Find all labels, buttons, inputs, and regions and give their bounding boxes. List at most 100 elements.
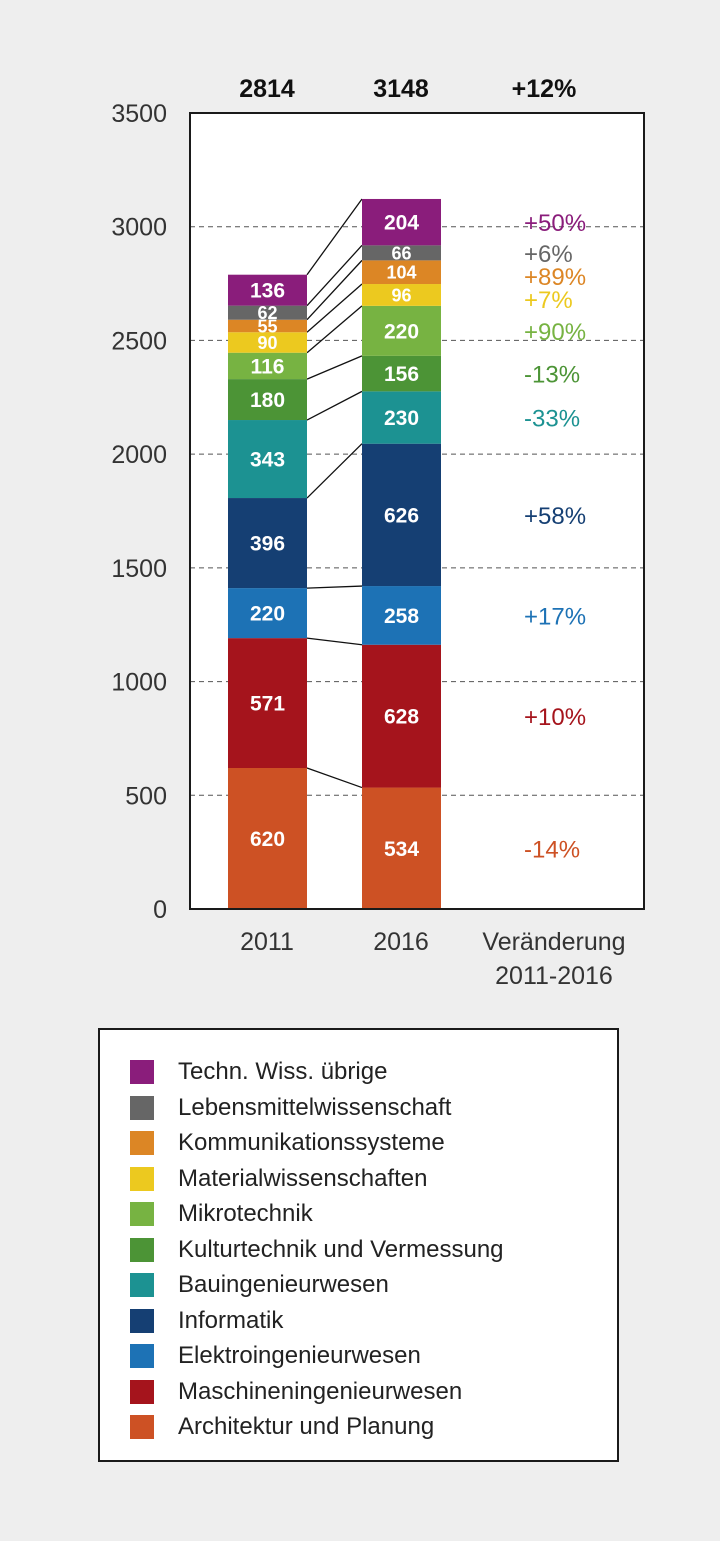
total-2011: 2814 — [239, 75, 295, 103]
totals-row: 2814 3148 +12% — [239, 75, 576, 103]
segment-label-2016-informatik: 626 — [384, 504, 419, 527]
segment-label-2016-kommunikationssysteme: 104 — [386, 263, 416, 283]
segment-label-2011-maschineningenieurwesen: 571 — [250, 693, 285, 716]
legend-swatch — [130, 1131, 154, 1155]
segment-label-2011-techn-wiss-ubrige: 136 — [250, 280, 285, 303]
bar-2016-mikrotechnik — [362, 305, 441, 356]
bar-2016-techn-wiss-ubrige — [362, 198, 441, 246]
bar-2016-lebensmittelwissenschaft — [362, 245, 441, 261]
x-axis: 2011 2016 Veränderung 2011-2016 — [240, 928, 625, 990]
bar-2011-maschineningenieurwesen — [228, 638, 307, 768]
bar-2011-kommunikationssysteme — [228, 319, 307, 333]
y-axis: 0 500 1000 1500 2000 2500 3000 3500 — [111, 100, 167, 924]
change-label-bauingenieurwesen: -33% — [524, 406, 580, 433]
plot-frame — [189, 112, 645, 910]
legend-swatch — [130, 1415, 154, 1439]
connector-bauingenieurwesen — [306, 390, 363, 421]
connector-informatik — [306, 443, 363, 499]
change-label-techn-wiss-ubrige: +50% — [524, 210, 586, 237]
legend-swatch — [130, 1308, 154, 1333]
change-label-maschineningenieurwesen: +10% — [524, 704, 586, 731]
legend-label: Kommunikationssysteme — [178, 1129, 445, 1156]
change-label-lebensmittelwissenschaft: +6% — [524, 241, 573, 268]
legend-swatch — [130, 1095, 154, 1120]
segment-label-2011-mikrotechnik: 116 — [251, 355, 285, 378]
connector-kulturtechnik-und-vermessung — [306, 355, 363, 380]
connector-lines — [306, 198, 363, 789]
legend-item-elektroingenieurwesen: Elektroingenieurwesen — [130, 1341, 421, 1371]
legend-label: Bauingenieurwesen — [178, 1271, 389, 1298]
y-tick-label-0: 0 — [153, 896, 167, 924]
legend-swatch — [130, 1344, 154, 1368]
bar-2011-elektroingenieurwesen — [228, 588, 307, 639]
segment-label-2011-lebensmittelwissenschaft: 62 — [257, 303, 277, 323]
segment-label-2016-architektur-und-planung: 534 — [384, 838, 419, 861]
segment-label-2016-materialwissenschaften: 96 — [391, 285, 411, 305]
change-label-materialwissenschaften: +7% — [524, 287, 573, 314]
connector-kommunikationssysteme — [306, 259, 363, 321]
bar-2016-architektur-und-planung — [362, 787, 441, 909]
connector-techn-wiss-ubrige — [306, 198, 363, 276]
segment-label-2011-elektroingenieurwesen: 220 — [250, 603, 285, 626]
segment-label-2016-mikrotechnik: 220 — [384, 320, 419, 343]
total-change: +12% — [512, 75, 577, 103]
connector-materialwissenschaften — [306, 283, 363, 333]
segment-label-2016-maschineningenieurwesen: 628 — [384, 706, 419, 729]
legend-item-informatik: Informatik — [130, 1306, 283, 1336]
legend-label: Architektur und Planung — [178, 1413, 435, 1440]
segment-label-2011-kommunikationssysteme: 55 — [257, 316, 277, 336]
bar-2016-bauingenieurwesen — [362, 391, 441, 444]
change-label-elektroingenieurwesen: +17% — [524, 603, 586, 630]
legend-swatch — [130, 1273, 154, 1297]
legend-item-kommunikationssysteme: Kommunikationssysteme — [130, 1128, 445, 1158]
connector-elektroingenieurwesen — [306, 585, 363, 589]
legend-swatch — [130, 1166, 154, 1191]
legend-swatch — [130, 1379, 154, 1404]
segment-label-2016-bauingenieurwesen: 230 — [384, 407, 419, 430]
y-tick-label-3000: 3000 — [111, 214, 167, 242]
segment-label-2016-techn-wiss-ubrige: 204 — [384, 212, 419, 235]
legend-swatch — [130, 1202, 154, 1226]
bar-2011-lebensmittelwissenschaft — [228, 305, 307, 320]
legend-label: Materialwissenschaften — [178, 1164, 428, 1192]
legend: Techn. Wiss. übrige Lebensmittelwissensch… — [98, 1028, 619, 1462]
bar-2011-bauingenieurwesen — [228, 420, 307, 499]
change-column-label-line1: Veränderung — [482, 928, 625, 956]
y-tick-label-3500: 3500 — [111, 100, 167, 128]
connector-architektur-und-planung — [306, 767, 363, 789]
change-labels: -14% +10% +17% +58% -33% -13% +90% +7%+89%+6% +5… — [524, 210, 586, 863]
segment-label-2016-lebensmittelwissenschaft: 66 — [391, 243, 411, 263]
legend-swatch — [130, 1060, 154, 1084]
legend-label: Lebensmittelwissenschaft — [178, 1093, 452, 1121]
legend-item-bauingenieurwesen: Bauingenieurwesen — [130, 1270, 389, 1300]
bar-2011-kulturtechnik-und-vermessung — [228, 379, 307, 421]
y-tick-label-2000: 2000 — [111, 441, 167, 469]
y-tick-label-1500: 1500 — [111, 555, 167, 583]
legend-item-materialwissenschaften: Materialwissenschaften — [130, 1164, 427, 1194]
x-tick-label-2016: 2016 — [373, 928, 429, 956]
segment-label-2011-informatik: 396 — [250, 533, 285, 556]
change-label-informatik: +58% — [524, 503, 586, 530]
y-tick-label-500: 500 — [125, 782, 167, 810]
bar-2011-mikrotechnik — [228, 352, 307, 380]
bar-2011-techn-wiss-ubrige — [228, 274, 307, 306]
legend-item-techn-wiss-ubrige: Techn. Wiss. übrige — [130, 1057, 387, 1087]
legend-label: Elektroingenieurwesen — [178, 1342, 421, 1369]
bar-2011-architektur-und-planung — [228, 767, 307, 909]
bar-2016-kommunikationssysteme — [362, 260, 441, 285]
segment-label-2011-bauingenieurwesen: 343 — [250, 449, 285, 472]
bar-2016-maschineningenieurwesen — [362, 644, 441, 788]
legend-item-mikrotechnik: Mikrotechnik — [130, 1199, 313, 1229]
connector-lebensmittelwissenschaft — [306, 244, 363, 307]
change-label-mikrotechnik: +90% — [524, 319, 586, 346]
bar-2016-materialwissenschaften — [362, 284, 441, 306]
segment-label-2016-elektroingenieurwesen: 258 — [384, 605, 419, 628]
change-label-kulturtechnik-und-vermessung: -13% — [524, 362, 580, 389]
bar-2016-informatik — [362, 443, 441, 587]
legend-item-lebensmittelwissenschaft: Lebensmittelwissenschaft — [130, 1093, 451, 1123]
y-tick-label-2500: 2500 — [111, 327, 167, 355]
bars — [228, 198, 441, 909]
legend-label: Techn. Wiss. übrige — [178, 1058, 388, 1085]
segment-label-2011-kulturtechnik-und-vermessung: 180 — [250, 389, 285, 412]
